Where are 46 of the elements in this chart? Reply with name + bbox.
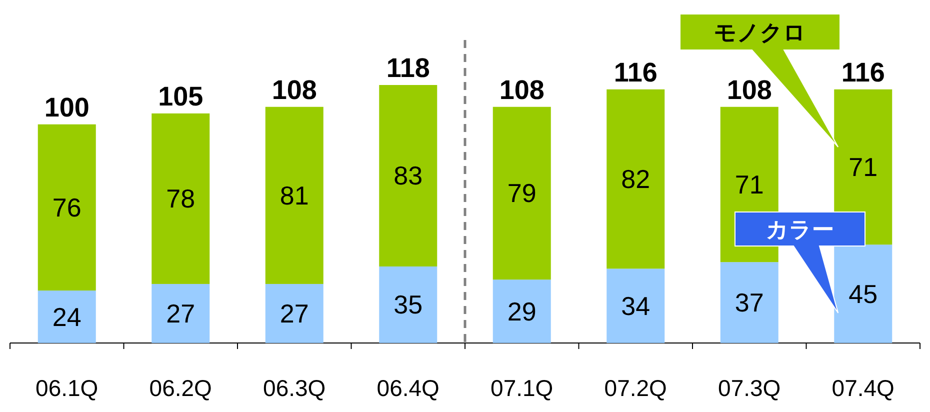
data-label: 82 bbox=[621, 164, 650, 194]
total-label: 105 bbox=[158, 81, 204, 112]
bar bbox=[379, 266, 438, 343]
x-tick-label: 06.2Q bbox=[149, 375, 212, 401]
x-tick-label: 06.4Q bbox=[376, 375, 440, 401]
bar bbox=[379, 85, 438, 266]
data-label: 34 bbox=[621, 290, 650, 321]
data-label: 81 bbox=[280, 180, 309, 210]
bar bbox=[606, 268, 665, 343]
bar bbox=[152, 284, 210, 343]
total-label: 108 bbox=[499, 74, 544, 105]
data-label: 45 bbox=[848, 278, 878, 309]
x-tick-label: 06.3Q bbox=[263, 375, 326, 401]
data-label: 35 bbox=[394, 290, 423, 320]
bar bbox=[606, 89, 665, 269]
total-label: 108 bbox=[272, 74, 317, 105]
data-label: 24 bbox=[52, 302, 82, 332]
data-label: 29 bbox=[507, 296, 536, 326]
data-label: 78 bbox=[166, 184, 196, 214]
total-label: 100 bbox=[44, 92, 90, 122]
bar bbox=[38, 290, 96, 343]
total-label: 116 bbox=[614, 57, 658, 88]
data-label: 37 bbox=[734, 288, 764, 318]
data-label: 83 bbox=[394, 160, 423, 191]
x-tick-label: 07.1Q bbox=[490, 375, 554, 401]
series-label: カラー bbox=[766, 217, 834, 242]
bar bbox=[492, 280, 551, 343]
data-label: 71 bbox=[848, 152, 878, 182]
x-tick-label: 07.3Q bbox=[718, 375, 781, 401]
bar bbox=[265, 106, 324, 284]
bar bbox=[38, 124, 96, 291]
bar bbox=[492, 106, 551, 280]
data-label: 79 bbox=[507, 178, 536, 208]
total-label: 118 bbox=[386, 53, 430, 83]
x-tick-label: 06.1Q bbox=[36, 375, 98, 401]
total-label: 116 bbox=[841, 57, 885, 88]
data-label: 27 bbox=[280, 298, 309, 328]
total-label: 108 bbox=[726, 74, 772, 105]
x-tick-label: 07.2Q bbox=[604, 375, 667, 401]
data-label: 71 bbox=[734, 169, 764, 200]
x-tick-label: 07.4Q bbox=[832, 375, 894, 401]
data-label: 27 bbox=[166, 298, 196, 328]
bar bbox=[265, 284, 324, 343]
text: モノクロ bbox=[714, 20, 806, 45]
data-label: 76 bbox=[52, 192, 82, 222]
bar bbox=[152, 113, 210, 284]
